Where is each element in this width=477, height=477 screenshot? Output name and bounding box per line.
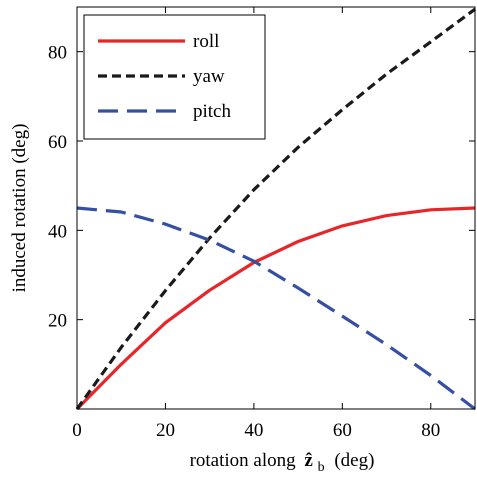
legend-label-roll: roll (193, 31, 219, 52)
legend-label-yaw: yaw (193, 66, 225, 87)
x-tick-label: 20 (156, 420, 175, 441)
series-line-pitch (76, 206, 476, 411)
x-tick-label: 60 (333, 420, 352, 441)
series-line-roll (75, 206, 476, 411)
x-axis-label-unit: (deg) (334, 450, 374, 471)
x-axis-label-text: rotation along (190, 450, 297, 471)
legend: roll yaw pitch (83, 14, 266, 140)
x-axis-label-subscript: b (318, 460, 325, 475)
series-lines (75, 7, 476, 411)
y-tick-label: 60 (48, 132, 67, 153)
y-tick-label: 20 (48, 311, 67, 332)
y-tick-label: 40 (48, 221, 67, 242)
legend-label-pitch: pitch (193, 101, 231, 122)
x-axis-label-symbol: ẑ (304, 450, 313, 471)
x-tick-label: 40 (244, 420, 263, 441)
x-axis-label: rotation along ẑ b (deg) (190, 450, 375, 476)
y-tick-label: 80 (48, 43, 67, 64)
x-tick-label: 80 (421, 420, 440, 441)
axes-box (76, 6, 476, 410)
tick-labels: 0 20 40 60 80 20 40 60 80 (48, 43, 440, 441)
tick-marks (76, 7, 475, 409)
y-axis-label: induced rotation (deg) (9, 124, 30, 293)
series-line-yaw (75, 7, 476, 410)
x-tick-label: 0 (72, 420, 82, 441)
